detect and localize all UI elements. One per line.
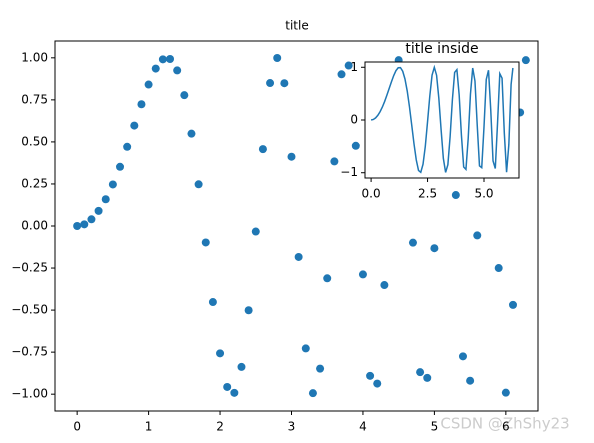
axes: title inside 0.0 2.5 5.0 −1 0 1	[340, 41, 520, 201]
scatter-point	[330, 157, 339, 166]
scatter-point	[266, 79, 275, 88]
watermark: CSDN @ZhShy23	[440, 415, 569, 433]
scatter-point	[351, 141, 360, 150]
y-tick-label: 0.25	[21, 176, 48, 190]
y-tick-label: −0.25	[11, 261, 48, 275]
scatter-point	[423, 373, 432, 382]
y-tick-label: 1	[350, 60, 358, 74]
scatter-point	[108, 180, 117, 189]
scatter-point	[180, 91, 189, 100]
scatter-point	[116, 162, 125, 171]
scatter-point	[508, 300, 517, 309]
scatter-point	[451, 191, 460, 200]
scatter-point	[251, 227, 260, 236]
scatter-point	[273, 53, 282, 62]
inset-title: title inside	[405, 41, 478, 57]
y-tick-label: −0.75	[11, 345, 48, 359]
scatter-point	[301, 344, 310, 353]
y-tick-label: 0.00	[21, 219, 48, 233]
y-tick-label: −1.00	[11, 387, 48, 401]
axes: 0 1 2 3 4 5 6−1.00−0.75−0.50−0.250.000.250.500…	[11, 40, 539, 434]
scatter-point	[294, 252, 303, 261]
scatter-point	[358, 270, 367, 279]
scatter-point	[80, 220, 89, 229]
plot-area	[370, 64, 514, 174]
scatter-point	[223, 382, 232, 391]
scatter-point	[380, 281, 389, 290]
scatter-point	[430, 244, 439, 253]
x-tick-label: 2.5	[418, 187, 437, 201]
y-tick-label: 1.00	[21, 50, 48, 64]
scatter-point	[237, 362, 246, 371]
scatter-point	[521, 56, 530, 65]
x-tick-label: 1	[145, 420, 153, 434]
scatter-point	[473, 231, 482, 240]
scatter-point	[308, 389, 317, 398]
y-tick-label: −0.50	[11, 303, 48, 317]
x-tick-label: 0	[73, 420, 81, 434]
scatter-point	[173, 66, 182, 75]
scatter-point	[258, 145, 267, 154]
scatter-point	[466, 376, 475, 385]
scatter-point	[216, 349, 225, 358]
scatter-point	[337, 70, 346, 79]
y-tick-label: 0.75	[21, 92, 48, 106]
scatter-point	[201, 238, 210, 247]
scatter-point	[501, 388, 510, 397]
y-tick-label: 0	[350, 113, 358, 127]
scatter-point	[323, 274, 332, 283]
scatter-point	[73, 222, 82, 230]
chart-title: title	[285, 19, 308, 33]
scatter-point	[208, 298, 217, 307]
y-tick-label: −1	[340, 165, 358, 179]
scatter-point	[373, 379, 382, 388]
scatter-point	[194, 180, 203, 189]
x-tick-label: 4	[359, 420, 367, 434]
plot-area	[73, 53, 530, 398]
x-tick-label: 5	[431, 420, 439, 434]
scatter-point	[280, 79, 289, 88]
x-tick-label: 6	[502, 420, 510, 434]
scatter-point	[408, 238, 417, 247]
y-tick-label: 0.50	[21, 134, 48, 148]
scatter-point	[101, 195, 110, 204]
scatter-point	[166, 54, 175, 63]
scatter-point	[344, 61, 353, 70]
x-tick-label: 3	[288, 420, 296, 434]
scatter-point	[123, 142, 132, 151]
scatter-point	[151, 64, 160, 73]
scatter-point	[94, 206, 103, 215]
scatter-point	[287, 152, 296, 161]
scatter-point	[158, 55, 167, 64]
line	[370, 64, 514, 174]
scatter-point	[87, 215, 96, 224]
scatter-point	[244, 306, 253, 315]
scatter-point	[416, 368, 425, 377]
scatter-point	[366, 371, 375, 380]
x-tick-label: 5.0	[474, 187, 493, 201]
x-tick-label: 2	[216, 420, 224, 434]
scatter-point	[230, 388, 239, 397]
scatter-point	[494, 264, 503, 273]
x-tick-label: 0.0	[362, 187, 381, 201]
scatter-point	[130, 121, 139, 130]
scatter-point	[316, 364, 325, 373]
scatter-point	[144, 80, 153, 89]
scatter-point	[458, 352, 467, 361]
scatter-point	[187, 129, 196, 138]
scatter-point	[137, 100, 146, 109]
